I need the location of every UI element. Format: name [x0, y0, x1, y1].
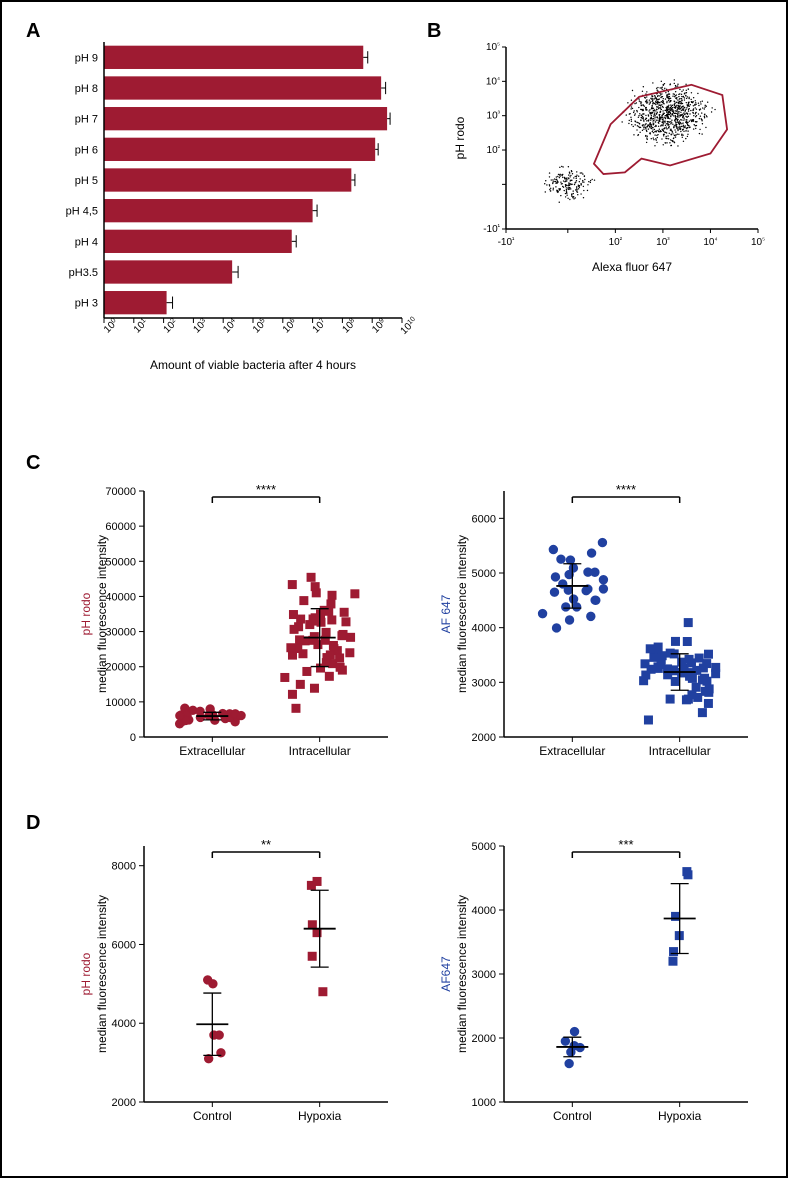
- svg-text:***: ***: [618, 837, 633, 852]
- svg-text:10⁵: 10⁵: [486, 42, 500, 54]
- svg-text:Intracellular: Intracellular: [289, 744, 351, 758]
- svg-text:10²: 10²: [609, 237, 623, 249]
- svg-text:0: 0: [130, 732, 136, 744]
- svg-text:****: ****: [256, 482, 276, 497]
- svg-text:Hypoxia: Hypoxia: [298, 1109, 342, 1123]
- svg-text:pH 3: pH 3: [75, 298, 98, 310]
- svg-text:5000: 5000: [472, 568, 496, 580]
- svg-text:10⁴: 10⁴: [486, 76, 500, 88]
- svg-text:10⁵: 10⁵: [751, 237, 765, 249]
- svg-text:-10¹: -10¹: [498, 237, 515, 249]
- svg-text:10³: 10³: [487, 110, 501, 122]
- svg-text:Extracellular: Extracellular: [179, 744, 245, 758]
- svg-text:10000: 10000: [105, 697, 136, 709]
- svg-text:6000: 6000: [472, 513, 496, 525]
- svg-text:pH 6: pH 6: [75, 144, 98, 156]
- panel-d-left: 2000 4000 6000 8000 Control Hypoxia pH rodomed…: [72, 822, 402, 1142]
- panel-c-left: 0 10000 20000 30000 40000 50000 60000 70000 Extr…: [72, 467, 402, 777]
- svg-text:median fluorescence intensity: median fluorescence intensity: [95, 535, 109, 693]
- svg-text:10³: 10³: [656, 237, 670, 249]
- panel-b-chart: -10¹-10¹ 10² 10² 10³ 10³ 10⁴ 10⁴ 10⁵ 10⁵ Alexa fl…: [450, 37, 770, 277]
- svg-text:pH3.5: pH3.5: [69, 267, 98, 279]
- svg-text:Control: Control: [193, 1109, 232, 1123]
- figure-root: A pH 9 pH 8 pH 7 pH 6 pH 5 pH 4,5 pH 4 pH3.5 pH …: [0, 0, 788, 1178]
- svg-text:Intracellular: Intracellular: [649, 744, 711, 758]
- svg-text:pH 4,5: pH 4,5: [66, 206, 98, 218]
- svg-text:6000: 6000: [112, 939, 136, 951]
- svg-text:**: **: [261, 837, 271, 852]
- svg-text:median fluorescence intensity: median fluorescence intensity: [455, 535, 469, 693]
- svg-text:pH rodo: pH rodo: [453, 116, 467, 159]
- panel-d-right: 1000 2000 3000 4000 5000 Control Hypoxia AF647m…: [432, 822, 762, 1142]
- svg-text:-10¹: -10¹: [483, 224, 500, 236]
- svg-text:8000: 8000: [112, 861, 136, 873]
- svg-text:50000: 50000: [105, 556, 136, 568]
- svg-text:10²: 10²: [487, 145, 501, 157]
- svg-text:pH 8: pH 8: [75, 83, 98, 95]
- svg-text:pH 4: pH 4: [75, 236, 98, 248]
- svg-text:median fluorescence intensity: median fluorescence intensity: [455, 895, 469, 1053]
- svg-text:2000: 2000: [472, 732, 496, 744]
- panel-a-chart: pH 9pH 8pH 7pH 6pH 5pH 4,5pH 4pH3.5pH 31…: [42, 34, 422, 374]
- panel-c-right: 2000 3000 4000 5000 6000 Extracellular Intrace…: [432, 467, 762, 777]
- svg-text:pH rodo: pH rodo: [79, 592, 93, 635]
- svg-text:Hypoxia: Hypoxia: [658, 1109, 702, 1123]
- svg-text:3000: 3000: [472, 677, 496, 689]
- svg-text:4000: 4000: [472, 905, 496, 917]
- svg-text:****: ****: [616, 482, 636, 497]
- panel-b-label: B: [427, 20, 441, 43]
- svg-text:Extracellular: Extracellular: [539, 744, 605, 758]
- svg-text:AF647: AF647: [439, 956, 453, 992]
- svg-text:20000: 20000: [105, 662, 136, 674]
- svg-text:Alexa fluor 647: Alexa fluor 647: [592, 260, 672, 274]
- panel-c-label: C: [26, 452, 40, 475]
- svg-text:4000: 4000: [472, 623, 496, 635]
- svg-text:2000: 2000: [112, 1097, 136, 1109]
- panel-d-label: D: [26, 812, 40, 835]
- svg-text:1000: 1000: [472, 1097, 496, 1109]
- svg-text:5000: 5000: [472, 841, 496, 853]
- svg-text:pH 7: pH 7: [75, 114, 98, 126]
- svg-text:2000: 2000: [472, 1033, 496, 1045]
- svg-text:3000: 3000: [472, 969, 496, 981]
- svg-text:30000: 30000: [105, 627, 136, 639]
- svg-text:70000: 70000: [105, 486, 136, 498]
- svg-text:60000: 60000: [105, 521, 136, 533]
- svg-text:AF 647: AF 647: [439, 594, 453, 633]
- svg-text:pH 9: pH 9: [75, 52, 98, 64]
- svg-text:10⁴: 10⁴: [703, 237, 717, 249]
- svg-text:Amount of viable bacteria afte: Amount of viable bacteria after 4 hours: [150, 358, 356, 372]
- panel-a-label: A: [26, 20, 40, 43]
- svg-text:median fluorescence intensity: median fluorescence intensity: [95, 895, 109, 1053]
- svg-text:4000: 4000: [112, 1018, 136, 1030]
- svg-text:pH 5: pH 5: [75, 175, 98, 187]
- svg-text:Control: Control: [553, 1109, 592, 1123]
- svg-text:pH rodo: pH rodo: [79, 952, 93, 995]
- svg-text:40000: 40000: [105, 591, 136, 603]
